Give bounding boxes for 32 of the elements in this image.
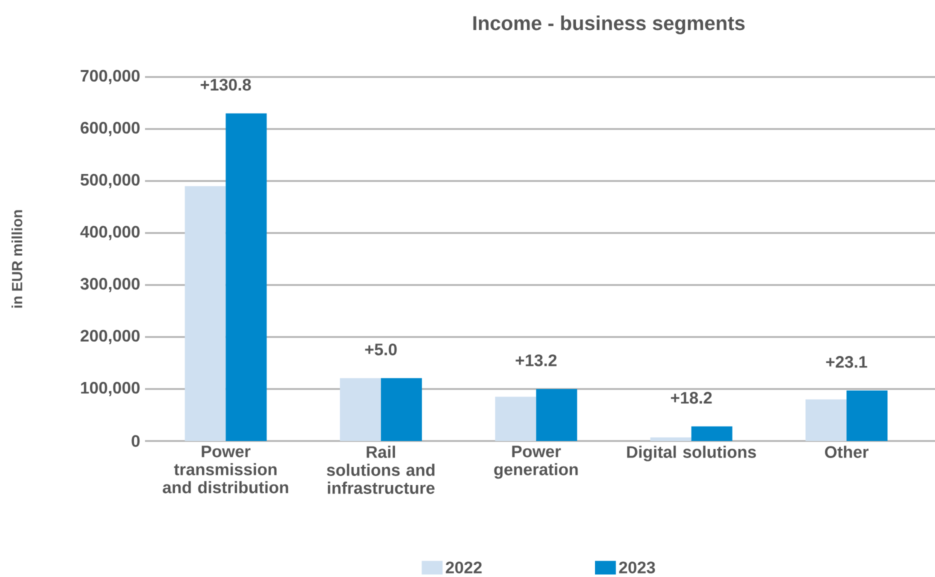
bar [806,399,847,441]
y-tick-label: 600,000 [80,122,140,136]
bar [495,396,536,441]
bar [340,378,381,441]
chart-title: Income - business segments [473,16,745,34]
annotation: +23.1 [826,356,868,368]
bar [184,186,226,441]
x-tick-label: Power generation [494,446,578,479]
y-tick-label: 0 [132,435,140,447]
y-tick-label: 700,000 [80,70,140,84]
y-axis-title: in EUR million [12,210,22,308]
legend-label: 2023 [619,562,655,574]
bar [846,390,888,441]
x-tick-label: Other [825,446,869,458]
bar [691,426,732,441]
bar [380,378,422,441]
x-tick-label: Rail solutions and infrastructure [326,446,435,494]
y-tick-label: 400,000 [80,226,140,240]
legend-label: 2022 [446,562,482,574]
annotation: +13.2 [516,354,557,366]
x-tick-label: Digital solutions [627,446,756,462]
y-tick-label: 300,000 [80,278,140,292]
bar [226,113,267,441]
x-tick-label: Power transmission and distribution [162,446,288,494]
annotation: +18.2 [670,392,712,404]
annotation: +130.8 [200,78,251,91]
y-tick-label: 200,000 [80,330,140,344]
bar [650,437,692,441]
annotation: +5.0 [365,344,397,356]
y-tick-label: 500,000 [80,174,140,188]
bar [536,388,578,441]
y-tick-label: 100,000 [81,382,140,396]
